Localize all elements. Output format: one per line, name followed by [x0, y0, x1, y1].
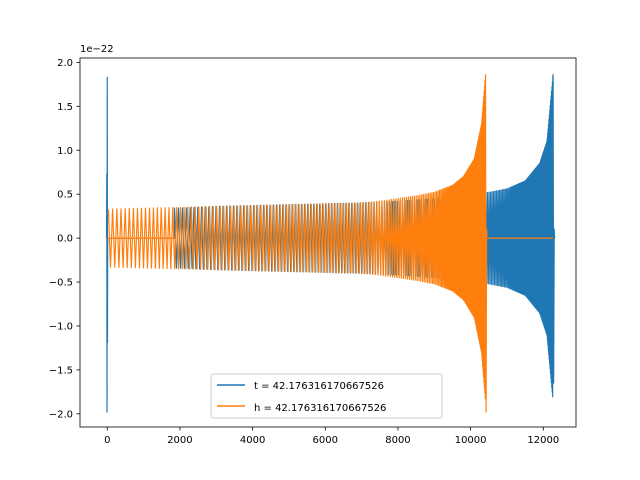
axes-frame [79, 57, 577, 428]
x-tick-label: 8000 [385, 435, 410, 446]
y-tick-label: 0.5 [57, 190, 73, 201]
y-tick-label: −0.5 [49, 278, 73, 289]
legend-label-t: t = 42.176316170667526 [254, 381, 384, 392]
x-tick-label: 6000 [313, 435, 338, 446]
series-line-h [107, 74, 554, 413]
legend-label-h: h = 42.176316170667526 [254, 403, 386, 414]
y-tick-label: 1.5 [57, 102, 73, 113]
x-tick-label: 12000 [527, 435, 559, 446]
series-layer [105, 74, 556, 413]
x-tick-label: 10000 [455, 435, 487, 446]
x-tick-label: 2000 [167, 435, 192, 446]
y-tick-label: 1.0 [57, 146, 73, 157]
y-axis-ticks: −2.0 −1.5 −1.0 −0.5 0.0 0.5 1.0 1.5 2.0 [49, 58, 80, 420]
legend-box [210, 373, 443, 419]
x-tick-label: 0 [104, 435, 110, 446]
y-tick-label: −1.0 [49, 321, 73, 332]
y-axis-scale-label: 1e−22 [80, 44, 114, 55]
y-tick-label: −1.5 [49, 365, 73, 376]
y-tick-label: 0.0 [57, 234, 73, 245]
legend: t = 42.176316170667526 h = 42.1763161706… [210, 373, 443, 419]
x-axis-ticks: 0 2000 4000 6000 8000 10000 12000 [104, 427, 559, 446]
y-tick-label: −2.0 [49, 409, 73, 420]
x-tick-label: 4000 [240, 435, 265, 446]
y-tick-label: 2.0 [57, 58, 73, 69]
